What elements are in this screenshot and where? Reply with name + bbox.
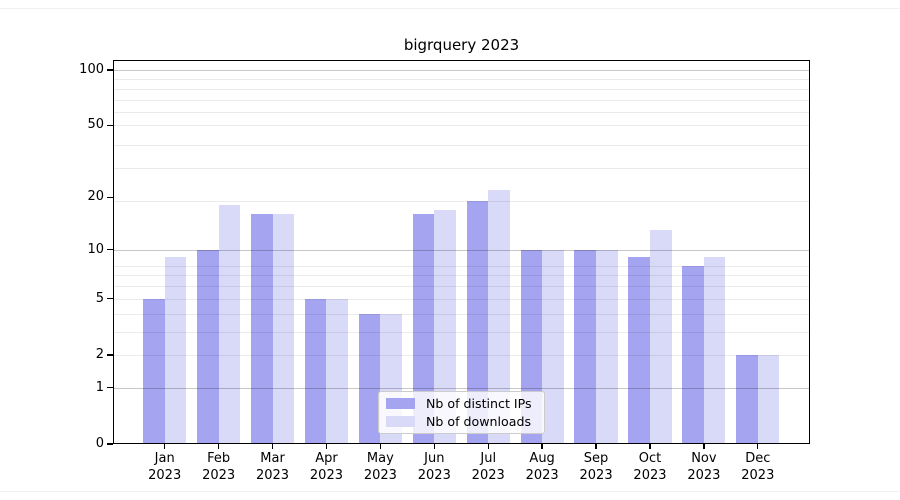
bar-nb-of-downloads-jun <box>434 209 456 444</box>
gridline <box>114 168 809 170</box>
x-tick-label-jun: Jun 2023 <box>417 451 451 483</box>
x-tick-label-oct: Oct 2023 <box>633 451 667 483</box>
y-tick-label: 100 <box>79 61 104 77</box>
y-tick-mark <box>107 354 113 356</box>
x-tick-label-mar: Mar 2023 <box>255 451 290 483</box>
x-tick-mark <box>649 444 651 449</box>
bar-nb-of-distinct-ips-mar <box>250 214 273 444</box>
y-tick-mark <box>107 443 113 445</box>
gridline <box>114 99 809 101</box>
y-tick-label: 0 <box>95 436 104 451</box>
y-tick-mark <box>107 249 113 251</box>
x-tick-label-sep: Sep 2023 <box>579 451 613 483</box>
x-tick-label-jan: Jan 2023 <box>148 451 182 483</box>
bar-nb-of-downloads-apr <box>326 298 349 444</box>
x-tick-mark <box>595 444 597 449</box>
bar-nb-of-downloads-oct <box>649 230 672 444</box>
bar-nb-of-downloads-feb <box>218 205 241 444</box>
y-tick-label: 20 <box>87 189 104 205</box>
bar-nb-of-downloads-dec <box>757 354 780 444</box>
x-tick-mark <box>433 444 435 449</box>
bar-nb-of-distinct-ips-jan <box>143 298 165 444</box>
x-tick-mark <box>217 444 220 449</box>
x-tick-label-apr: Apr 2023 <box>309 451 343 483</box>
x-tick-label-jul: Jul 2023 <box>471 451 505 483</box>
page-top-divider <box>0 8 900 9</box>
x-tick-mark <box>164 444 166 449</box>
x-tick-mark <box>757 444 759 449</box>
y-tick-mark <box>107 69 113 71</box>
bar-nb-of-distinct-ips-nov <box>682 265 704 444</box>
x-tick-mark <box>379 444 382 449</box>
x-tick-mark <box>703 444 705 449</box>
gridline <box>114 275 809 277</box>
x-tick-label-may: May 2023 <box>363 451 397 483</box>
bar-nb-of-distinct-ips-oct <box>628 257 650 444</box>
gridline <box>114 249 809 251</box>
gridline <box>114 88 809 90</box>
bar-nb-of-distinct-ips-apr <box>304 298 327 444</box>
x-tick-mark <box>487 444 489 449</box>
bar-nb-of-downloads-sep <box>596 249 618 444</box>
bar-nb-of-distinct-ips-may <box>358 313 381 444</box>
legend-label: Nb of distinct IPs <box>426 396 532 411</box>
bar-nb-of-distinct-ips-feb <box>197 249 219 444</box>
chart-title: bigrquery 2023 <box>403 36 520 54</box>
y-tick-label: 10 <box>87 241 104 257</box>
x-tick-label-feb: Feb 2023 <box>202 451 236 483</box>
y-tick-mark <box>107 387 113 389</box>
y-tick-label: 1 <box>95 379 104 395</box>
bar-nb-of-downloads-aug <box>542 249 564 444</box>
x-tick-mark <box>271 444 274 449</box>
bar-nb-of-downloads-nov <box>703 257 726 444</box>
y-tick-label: 50 <box>87 117 104 133</box>
gridline <box>114 79 809 81</box>
page-bottom-divider <box>0 491 900 492</box>
legend-row: Nb of downloads <box>386 414 544 429</box>
x-tick-mark <box>541 444 543 449</box>
bar-nb-of-downloads-jul <box>488 189 510 444</box>
legend-label: Nb of downloads <box>426 414 532 429</box>
y-tick-label: 2 <box>95 346 104 362</box>
x-tick-label-nov: Nov 2023 <box>687 451 721 483</box>
gridline <box>114 331 809 333</box>
bar-nb-of-distinct-ips-sep <box>574 249 597 444</box>
x-tick-label-dec: Dec 2023 <box>741 451 775 483</box>
x-tick-mark <box>325 444 328 449</box>
legend-swatch <box>386 398 415 409</box>
bar-nb-of-downloads-jan <box>164 257 187 444</box>
legend-swatch <box>386 416 415 427</box>
legend: Nb of distinct IPs Nb of downloads <box>378 391 545 434</box>
gridline <box>114 201 809 203</box>
y-tick-label: 5 <box>95 290 104 306</box>
y-tick-mark <box>107 298 113 300</box>
gridline <box>114 145 809 147</box>
bar-nb-of-distinct-ips-jul <box>466 201 489 444</box>
gridline <box>114 387 809 389</box>
bar-nb-of-downloads-mar <box>272 214 295 444</box>
bar-nb-of-distinct-ips-dec <box>736 354 758 444</box>
gridline <box>114 298 809 300</box>
bar-nb-of-distinct-ips-jun <box>412 214 435 444</box>
gridline <box>114 125 809 127</box>
legend-row: Nb of distinct IPs <box>386 396 544 411</box>
y-tick-mark <box>107 124 113 126</box>
x-tick-label-aug: Aug 2023 <box>525 451 559 483</box>
gridline <box>114 354 809 356</box>
gridline <box>114 286 809 288</box>
y-tick-mark <box>107 196 113 198</box>
gridline <box>114 265 809 267</box>
gridline <box>114 112 809 114</box>
gridline <box>114 313 809 315</box>
gridline <box>114 69 809 71</box>
